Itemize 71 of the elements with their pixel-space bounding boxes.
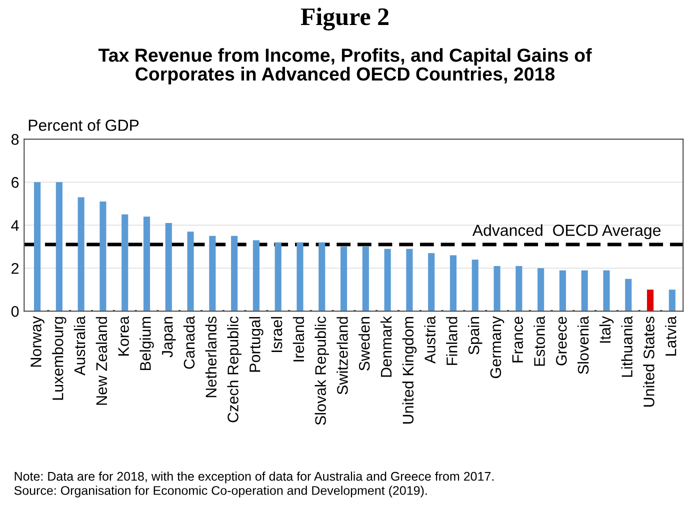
bar xyxy=(340,246,348,312)
x-tick-label: Portugal xyxy=(249,317,264,372)
x-tick-label: Switzerland xyxy=(336,317,348,394)
y-tick-label: 0 xyxy=(11,306,19,317)
bar xyxy=(231,236,238,312)
x-tick-label: Norway xyxy=(30,316,44,367)
bar xyxy=(406,248,413,312)
x-tick-label: Finland xyxy=(446,317,458,365)
x-tick-label: Czech Republic xyxy=(227,316,242,422)
x-tick-label: Sweden xyxy=(358,317,370,371)
x-tick-label: Denmark xyxy=(380,316,392,377)
x-tick-label: Austria xyxy=(424,316,436,364)
bar xyxy=(252,240,260,312)
bar xyxy=(274,242,282,312)
bar xyxy=(143,216,150,312)
bar xyxy=(362,246,369,312)
chart-subtitle: Figure 2 xyxy=(300,8,388,30)
bar xyxy=(428,253,435,312)
y-tick-label: 2 xyxy=(12,263,19,274)
x-tick-label: Luxembourg xyxy=(52,317,66,400)
x-tick-label: Greece xyxy=(556,316,567,366)
x-tick-label: Latvia xyxy=(665,316,676,356)
y-tick-label: 6 xyxy=(12,177,19,188)
bar xyxy=(100,202,106,312)
bar xyxy=(450,255,457,312)
x-tick-label: United Kingdom xyxy=(402,317,417,424)
bar xyxy=(187,232,194,312)
x-tick-label: Slovak Republic xyxy=(314,316,329,425)
x-tick-label: New Zealand xyxy=(96,317,108,405)
x-tick-label: France xyxy=(512,316,524,362)
bar xyxy=(581,270,588,312)
bar xyxy=(603,270,610,312)
chart-title: Tax Revenue from Income, Profits, and Capital Gains of Corporates in Advanced OECD Countries, 2018 xyxy=(98,48,592,84)
x-tick-label: Belgium xyxy=(140,317,154,370)
x-tick-label: Lithuania xyxy=(621,316,632,377)
bar xyxy=(78,197,84,312)
x-tick-label: Spain xyxy=(468,317,482,354)
text: Note: Data are for 2018, with the exception of data for Australia and Greece from 2017. xyxy=(14,472,494,484)
x-tick-label: Canada xyxy=(183,316,195,369)
x-tick-label: Australia xyxy=(74,316,86,376)
x-tick-label: Italy xyxy=(599,316,614,343)
y-tick-label: 8 xyxy=(11,134,19,145)
x-tick-label: Germany xyxy=(490,316,504,378)
x-tick-label: Slovenia xyxy=(577,316,589,374)
bar xyxy=(668,290,676,312)
x-tick-label: Japan xyxy=(162,317,176,358)
bar xyxy=(34,182,41,312)
bar xyxy=(56,182,62,312)
x-tick-label: Israel xyxy=(270,317,282,352)
bar xyxy=(318,242,326,312)
bar xyxy=(122,214,128,312)
source-note: Source: Organisation for Economic Co-operation and Development (2019). xyxy=(14,486,427,498)
bar xyxy=(384,248,391,312)
bar xyxy=(209,236,216,312)
x-tick-label: Ireland xyxy=(292,317,304,362)
bar xyxy=(472,260,478,312)
bar xyxy=(538,268,544,312)
x-tick-label: Estonia xyxy=(534,316,545,366)
x-tick-label: Netherlands xyxy=(205,316,217,398)
bar xyxy=(494,266,500,312)
bar xyxy=(516,266,522,312)
y-tick-label: 4 xyxy=(11,220,19,231)
ref-line-label: Advanced OECD Average xyxy=(472,224,661,240)
bar xyxy=(165,223,172,312)
bar xyxy=(646,290,654,312)
bar xyxy=(625,278,632,312)
x-tick-label: Korea xyxy=(118,316,129,356)
bar xyxy=(296,242,304,312)
x-tick-label: United States xyxy=(643,316,654,407)
bar xyxy=(559,270,566,312)
y-axis-title: Percent of GDP xyxy=(28,119,139,131)
